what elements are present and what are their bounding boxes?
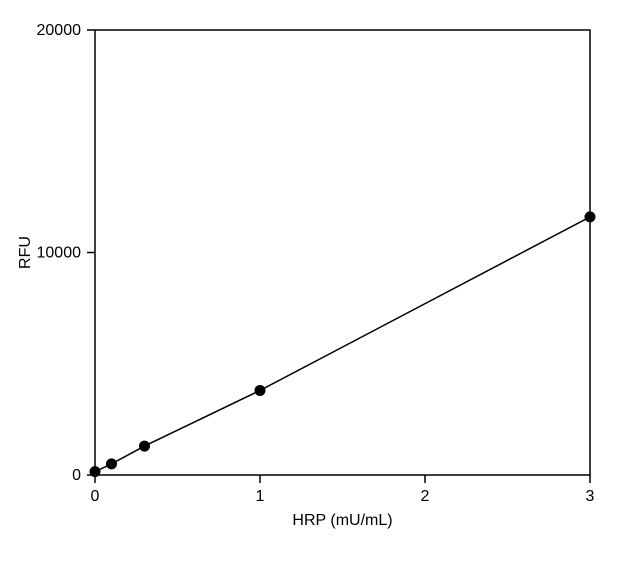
data-point bbox=[585, 212, 595, 222]
y-tick-label: 0 bbox=[72, 467, 81, 484]
chart-container: 0 1 2 3 0 10000 20000 HRP (mU/mL) RFU bbox=[0, 0, 640, 569]
y-tick-label: 10000 bbox=[37, 245, 82, 262]
data-point bbox=[255, 385, 265, 395]
x-tick-label: 3 bbox=[586, 488, 595, 505]
y-tick-label: 20000 bbox=[37, 22, 82, 39]
data-point bbox=[140, 441, 150, 451]
x-tick-label: 0 bbox=[91, 488, 100, 505]
data-point bbox=[107, 459, 117, 469]
scatter-chart: 0 1 2 3 0 10000 20000 HRP (mU/mL) RFU bbox=[0, 0, 640, 569]
data-point bbox=[90, 467, 100, 477]
chart-bg bbox=[0, 0, 640, 569]
x-tick-label: 1 bbox=[256, 488, 265, 505]
x-tick-label: 2 bbox=[421, 488, 430, 505]
x-axis-label: HRP (mU/mL) bbox=[292, 512, 392, 529]
y-axis-label: RFU bbox=[17, 236, 34, 269]
